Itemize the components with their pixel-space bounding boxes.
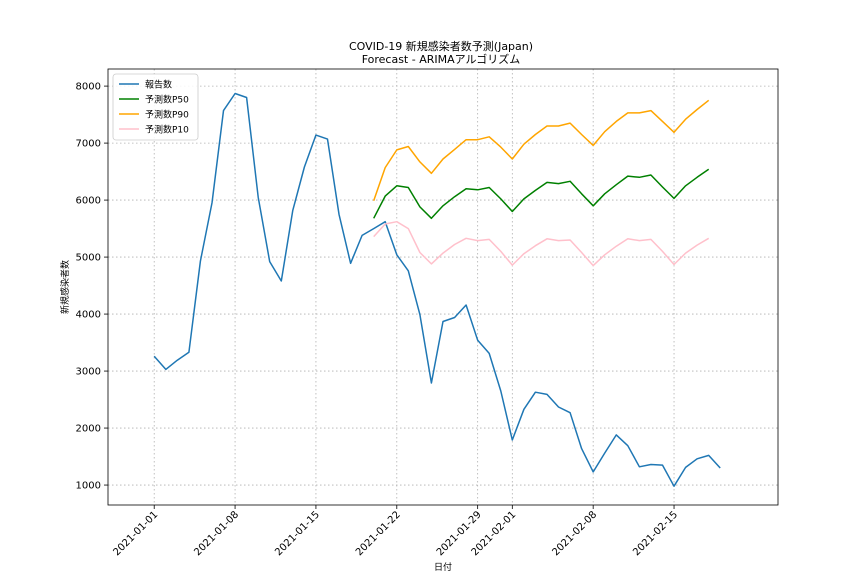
chart-subtitle: Forecast - ARIMAアルゴリズム bbox=[362, 52, 521, 66]
x-tick-label: 2021-02-08 bbox=[550, 509, 599, 558]
x-tick-label: 2021-01-15 bbox=[273, 509, 322, 558]
y-axis-ticks: 1000 2000 3000 4000 5000 6000 7000 8000 bbox=[76, 82, 108, 492]
plot-frame bbox=[107, 68, 779, 506]
y-tick-label: 4000 bbox=[76, 310, 101, 321]
series-line-0 bbox=[153, 92, 721, 487]
x-tick-label: 2021-01-01 bbox=[111, 509, 160, 558]
series-line-2 bbox=[372, 99, 710, 201]
x-tick-label: 2021-01-08 bbox=[192, 509, 241, 558]
series-line-1 bbox=[373, 168, 710, 220]
series-lines bbox=[153, 92, 721, 487]
y-tick-label: 1000 bbox=[76, 481, 101, 492]
y-axis-label: 新規感染者数 bbox=[59, 260, 71, 314]
y-tick-label: 3000 bbox=[76, 367, 101, 378]
legend-label: 予測数P50 bbox=[145, 94, 189, 106]
y-tick-label: 2000 bbox=[76, 424, 101, 435]
y-tick-label: 6000 bbox=[76, 196, 101, 207]
legend-box bbox=[112, 73, 199, 141]
y-tick-label: 5000 bbox=[76, 253, 101, 264]
series-line-3 bbox=[373, 220, 710, 267]
x-tick-label: 2021-01-22 bbox=[354, 509, 403, 558]
legend-label: 予測数P90 bbox=[145, 109, 189, 121]
y-tick-label: 7000 bbox=[76, 139, 101, 150]
x-axis-label: 日付 bbox=[434, 562, 452, 573]
legend-label: 報告数 bbox=[145, 79, 172, 91]
chart-title: COVID-19 新規感染者数予測(Japan) bbox=[349, 39, 533, 53]
x-tick-label: 2021-02-15 bbox=[631, 509, 680, 558]
y-tick-label: 8000 bbox=[76, 82, 101, 93]
legend-label: 予測数P10 bbox=[145, 124, 189, 136]
x-axis-ticks: 2021-01-01 2021-01-08 2021-01-15 2021-01-22… bbox=[111, 505, 680, 558]
grid bbox=[108, 69, 778, 505]
